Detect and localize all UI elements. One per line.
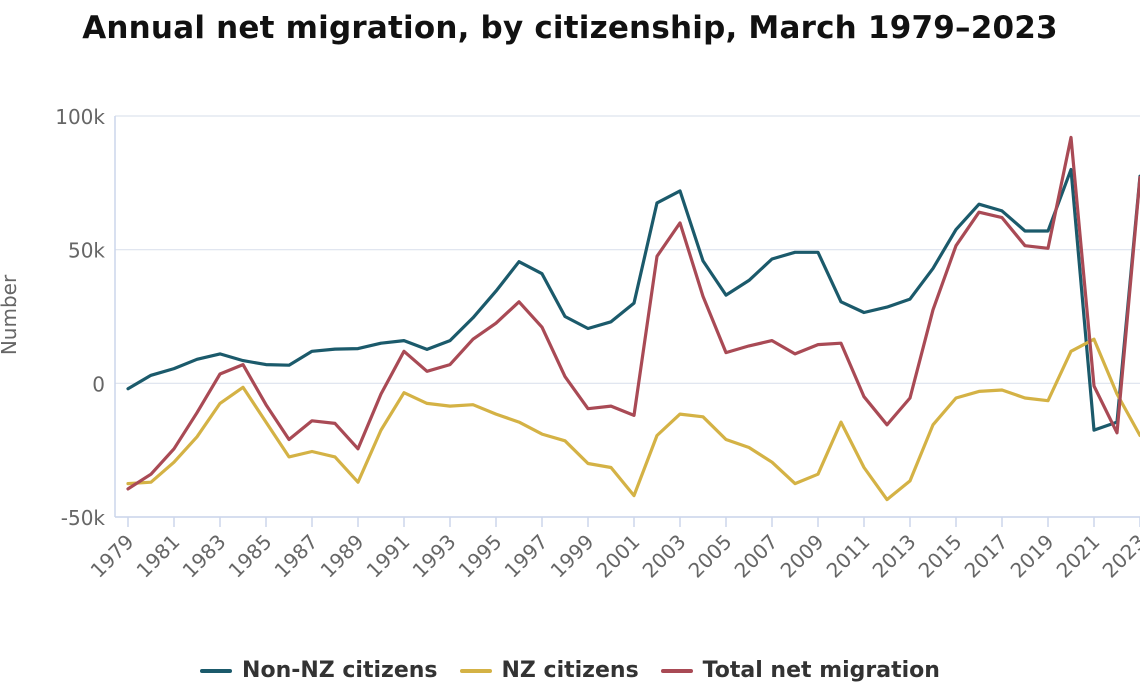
x-tick-label: 2023	[1098, 530, 1140, 583]
x-tick-label: 2003	[638, 530, 691, 583]
y-tick-labels: 100k 50k 0 -50k	[55, 105, 105, 530]
x-tick-label: 2019	[1006, 530, 1059, 583]
y-tick-label: 100k	[55, 105, 105, 129]
x-tick-label: 1989	[316, 530, 369, 583]
legend-item[interactable]: Total net migration	[660, 658, 940, 683]
x-tick-label: 1991	[362, 530, 415, 583]
series-line-total-net-migration	[126, 135, 1140, 491]
legend-swatch	[200, 668, 233, 673]
x-tick-label: 1983	[178, 530, 231, 583]
legend-swatch	[660, 668, 693, 673]
x-tick-label: 2005	[684, 530, 737, 583]
x-tick-label: 2017	[960, 530, 1013, 583]
legend-swatch	[459, 668, 492, 673]
x-tick-label: 1981	[132, 530, 185, 583]
y-tick-label: -50k	[61, 506, 106, 530]
legend-item[interactable]: Non-NZ citizens	[200, 658, 438, 683]
legend-label: NZ citizens	[501, 658, 639, 683]
y-axis-label: Number	[0, 274, 21, 355]
chart-title: Annual net migration, by citizenship, Ma…	[82, 10, 1058, 46]
x-tick-label: 2007	[730, 530, 783, 583]
y-tick-label: 50k	[68, 239, 105, 263]
x-tick-label: 1987	[270, 530, 323, 583]
grid-lines	[115, 115, 1140, 518]
x-tick-label: 1985	[224, 530, 277, 583]
x-tick-label: 2015	[914, 530, 967, 583]
series-lines	[126, 135, 1140, 502]
x-tick-label: 1993	[408, 530, 461, 583]
x-tick-label: 2021	[1052, 530, 1105, 583]
axes	[114, 116, 1140, 527]
x-tick-label: 2001	[592, 530, 645, 583]
legend-label: Non-NZ citizens	[242, 658, 438, 683]
y-tick-label: 0	[92, 372, 105, 396]
legend: Non-NZ citizens NZ citizens Total net migr…	[0, 658, 1140, 683]
x-tick-label: 1995	[454, 530, 507, 583]
x-tick-label: 1999	[546, 530, 599, 583]
x-tick-label: 1979	[86, 530, 139, 583]
series-line-nz-citizens	[126, 337, 1140, 502]
x-tick-label: 2009	[776, 530, 829, 583]
x-tick-label: 2011	[822, 530, 875, 583]
legend-item[interactable]: NZ citizens	[459, 658, 639, 683]
legend-label: Total net migration	[702, 658, 940, 683]
x-tick-label: 2013	[868, 530, 921, 583]
x-tick-labels: 1979198119831985198719891991199319951997…	[86, 530, 1140, 583]
x-tick-label: 1997	[500, 530, 553, 583]
series-line-non-nz-citizens	[126, 167, 1140, 432]
